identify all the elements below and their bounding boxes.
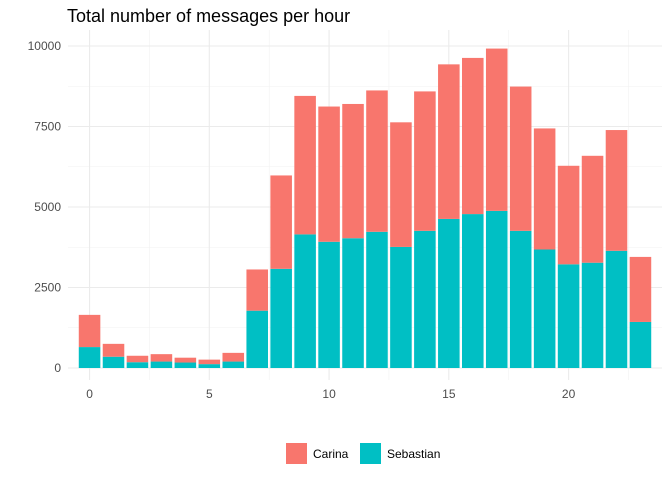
bar-sebastian <box>150 361 173 368</box>
bar-sebastian <box>198 364 221 368</box>
bar-carina <box>126 355 149 363</box>
bar-carina <box>174 357 197 363</box>
bar-sebastian <box>557 264 580 368</box>
legend-key-sebastian <box>360 443 381 464</box>
bar-carina <box>366 90 388 232</box>
bar-carina <box>485 48 508 211</box>
bar-carina <box>509 86 532 231</box>
legend-label-carina: Carina <box>313 447 349 461</box>
bar-carina <box>246 269 268 311</box>
bar-carina <box>150 354 173 362</box>
bar-sebastian <box>629 321 652 368</box>
bar-sebastian <box>509 230 532 368</box>
x-axis-tick-labels: 0 5 10 15 20 <box>86 387 575 401</box>
bar-sebastian <box>533 249 556 368</box>
legend-key-carina <box>286 443 307 464</box>
bar-sebastian <box>102 356 125 368</box>
bar-sebastian <box>342 238 364 368</box>
bar-carina <box>462 57 484 215</box>
bar-sebastian <box>414 230 436 368</box>
bar-carina <box>270 175 292 269</box>
legend: Carina Sebastian <box>286 443 440 464</box>
bar-carina <box>342 103 364 239</box>
bar-carina <box>78 314 101 348</box>
bar-sebastian <box>126 362 149 368</box>
y-tick-label: 5000 <box>34 200 61 214</box>
bar-carina <box>318 106 340 242</box>
bar-carina <box>557 165 580 265</box>
x-tick-label: 20 <box>562 387 576 401</box>
bar-sebastian <box>462 214 484 368</box>
x-tick-label: 10 <box>322 387 336 401</box>
bar-carina <box>222 352 245 362</box>
bar-carina <box>629 256 652 322</box>
bar-sebastian <box>438 218 460 368</box>
bar-carina <box>198 359 221 365</box>
bar-carina <box>414 91 436 231</box>
bar-carina <box>390 122 412 247</box>
y-tick-label: 2500 <box>34 281 61 295</box>
bar-carina <box>438 64 460 219</box>
bars <box>78 48 652 368</box>
bar-sebastian <box>174 362 197 368</box>
bar-sebastian <box>246 310 268 368</box>
bar-carina <box>581 155 604 263</box>
bar-sebastian <box>78 347 101 368</box>
bar-sebastian <box>270 268 292 368</box>
bar-sebastian <box>581 262 604 368</box>
bar-sebastian <box>485 210 508 368</box>
bar-carina <box>102 343 125 357</box>
bar-carina <box>533 128 556 250</box>
x-tick-label: 5 <box>206 387 213 401</box>
bar-sebastian <box>222 361 245 368</box>
x-tick-label: 15 <box>442 387 456 401</box>
y-tick-label: 0 <box>54 361 61 375</box>
bar-carina <box>605 130 628 251</box>
chart-title: Total number of messages per hour <box>67 6 351 26</box>
bar-sebastian <box>605 250 628 368</box>
legend-label-sebastian: Sebastian <box>387 447 440 461</box>
bar-carina <box>294 95 316 235</box>
y-tick-label: 10000 <box>28 39 62 53</box>
x-tick-label: 0 <box>86 387 93 401</box>
bar-sebastian <box>366 231 388 368</box>
y-tick-label: 7500 <box>34 120 61 134</box>
bar-sebastian <box>318 241 340 368</box>
bar-sebastian <box>294 234 316 368</box>
bar-sebastian <box>390 246 412 368</box>
y-axis-tick-labels: 0 2500 5000 7500 10000 <box>28 39 62 375</box>
